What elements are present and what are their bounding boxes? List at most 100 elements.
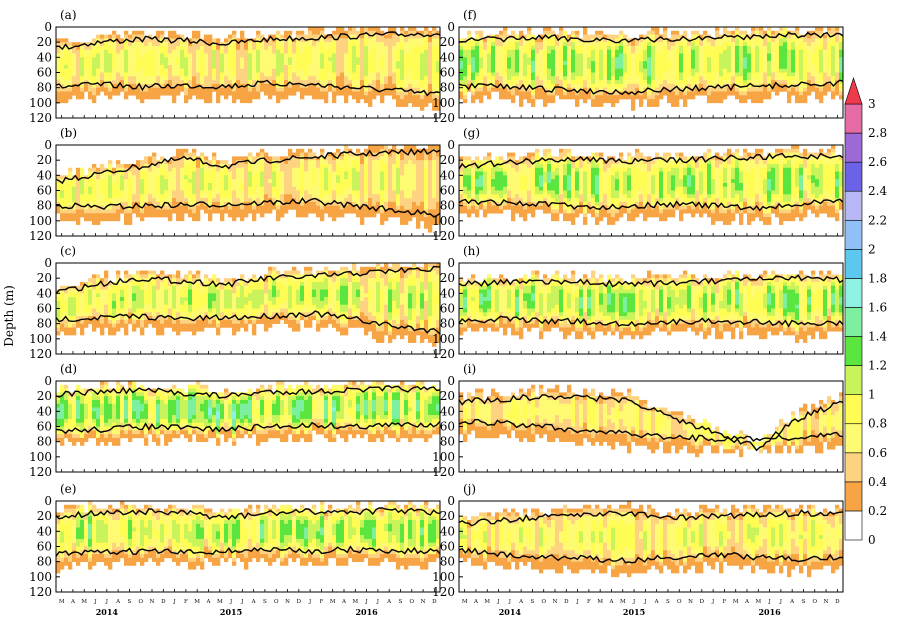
heatmap-cell: [264, 76, 269, 81]
heatmap-cell: [156, 316, 161, 321]
heatmap-cell: [404, 80, 409, 85]
heatmap-cell: [388, 49, 393, 54]
heatmap-cell: [424, 57, 429, 62]
heatmap-cell: [192, 205, 197, 210]
heatmap-cell: [348, 45, 353, 51]
heatmap-cell: [192, 209, 197, 214]
heatmap-cell: [296, 68, 301, 73]
heatmap-cell: [360, 312, 365, 317]
heatmap-cell: [436, 316, 441, 321]
heatmap-cell: [268, 297, 273, 302]
heatmap-cell: [384, 217, 389, 222]
heatmap-cell: [432, 61, 437, 66]
heatmap-cell: [408, 316, 413, 321]
heatmap-cell: [88, 312, 93, 317]
heatmap-cell: [260, 201, 265, 206]
heatmap-cell: [416, 163, 421, 169]
heatmap-cell: [76, 179, 81, 184]
heatmap-cell: [428, 76, 433, 81]
heatmap-cell: [100, 61, 105, 66]
heatmap-cell: [424, 270, 429, 275]
heatmap-cell: [340, 167, 345, 172]
heatmap-cell: [340, 87, 345, 92]
heatmap-cell: [84, 209, 89, 214]
heatmap-cell: [292, 316, 297, 321]
heatmap-cell: [204, 83, 209, 88]
heatmap-cell: [296, 61, 301, 66]
heatmap-cell: [380, 300, 385, 306]
heatmap-cell: [208, 190, 213, 195]
heatmap-cell: [288, 304, 293, 309]
heatmap-cell: [396, 45, 401, 51]
heatmap-cell: [328, 300, 333, 306]
heatmap-cell: [364, 316, 369, 321]
heatmap-cell: [212, 160, 217, 165]
heatmap-cell: [252, 57, 257, 62]
heatmap-cell: [228, 319, 233, 324]
heatmap-cell: [304, 201, 309, 206]
heatmap-cell: [104, 91, 109, 96]
heatmap-cell: [376, 308, 381, 313]
heatmap-cell: [56, 45, 61, 51]
heatmap-cell: [264, 285, 269, 290]
heatmap-cell: [248, 300, 253, 306]
heatmap-cell: [192, 160, 197, 165]
heatmap-cell: [340, 76, 345, 81]
heatmap-cell: [172, 281, 177, 287]
heatmap-cell: [404, 83, 409, 88]
heatmap-cell: [356, 319, 361, 324]
heatmap-cell: [140, 95, 145, 100]
heatmap-cell: [332, 285, 337, 290]
heatmap-cell: [164, 76, 169, 81]
heatmap-cell: [324, 42, 329, 47]
heatmap-cell: [72, 441, 77, 446]
heatmap-cell: [248, 57, 253, 62]
heatmap-cell: [64, 327, 69, 332]
heatmap-cell: [276, 289, 281, 294]
heatmap-cell: [424, 285, 429, 290]
heatmap-cell: [172, 83, 177, 88]
heatmap-cell: [408, 61, 413, 66]
heatmap-cell: [300, 274, 305, 279]
heatmap-cell: [180, 289, 185, 294]
heatmap-cell: [224, 300, 229, 306]
heatmap-cell: [356, 83, 361, 88]
heatmap-cell: [84, 289, 89, 294]
heatmap-cell: [96, 72, 101, 77]
heatmap-cell: [256, 34, 261, 39]
heatmap-cell: [160, 182, 165, 188]
heatmap-cell: [380, 30, 385, 35]
heatmap-cell: [392, 57, 397, 62]
heatmap-cell: [268, 175, 273, 180]
heatmap-cell: [320, 160, 325, 165]
heatmap-cell: [252, 190, 257, 195]
heatmap-cell: [132, 30, 137, 35]
heatmap-cell: [128, 87, 133, 92]
heatmap-cell: [416, 182, 421, 188]
heatmap-cell: [396, 194, 401, 199]
heatmap-cell: [416, 76, 421, 81]
heatmap-cell: [212, 49, 217, 54]
heatmap-cell: [76, 407, 81, 412]
heatmap-cell: [100, 57, 105, 62]
heatmap-cell: [144, 163, 149, 169]
heatmap-cell: [72, 304, 77, 309]
heatmap-cell: [412, 297, 417, 302]
heatmap-cell: [172, 156, 177, 161]
heatmap-cell: [152, 83, 157, 88]
heatmap-cell: [292, 186, 297, 191]
heatmap-cell: [284, 171, 289, 176]
heatmap-cell: [180, 68, 185, 73]
heatmap-cell: [148, 194, 153, 199]
heatmap-cell: [384, 263, 389, 268]
heatmap-cell: [188, 182, 193, 188]
heatmap-cell: [400, 323, 405, 328]
heatmap-cell: [196, 319, 201, 324]
heatmap-cell: [192, 327, 197, 332]
heatmap-cell: [380, 49, 385, 54]
heatmap-cell: [128, 213, 133, 218]
heatmap-cell: [148, 312, 153, 317]
heatmap-cell: [260, 76, 265, 81]
heatmap-cell: [156, 319, 161, 324]
heatmap-cell: [316, 182, 321, 188]
